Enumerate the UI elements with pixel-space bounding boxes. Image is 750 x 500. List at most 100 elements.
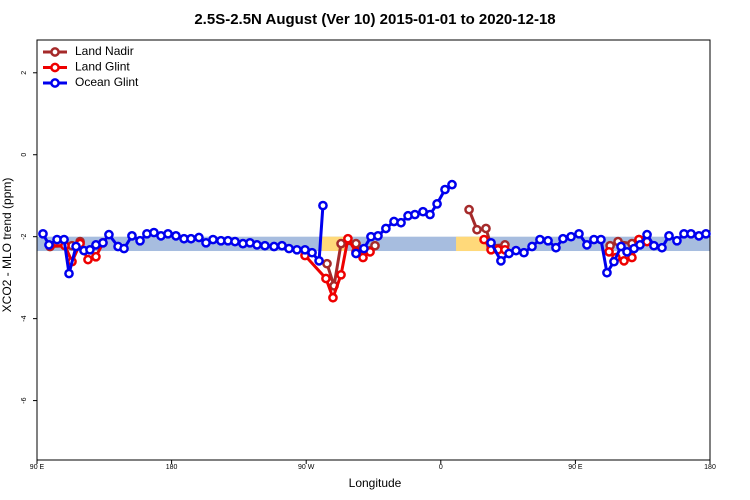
data-point (64, 268, 74, 279)
data-point (127, 231, 137, 241)
data-point (321, 273, 331, 284)
data-point (98, 237, 108, 248)
data-point (527, 241, 537, 252)
data-point (496, 256, 506, 266)
x-tick-label: 0 (439, 464, 443, 471)
data-point (472, 224, 482, 235)
data-point (396, 217, 406, 228)
data-point (104, 229, 114, 240)
data-point (370, 240, 380, 251)
data-point (447, 179, 457, 190)
data-point (566, 231, 576, 242)
data-point (38, 228, 48, 239)
data-point (322, 258, 332, 269)
data-point (657, 242, 667, 253)
data-point (351, 248, 361, 259)
data-point (511, 245, 521, 256)
chart-title: 2.5S-2.5N August (Ver 10) 2015-01-01 to … (194, 11, 555, 28)
data-point (85, 244, 95, 255)
data-point (307, 247, 317, 258)
legend-label: Ocean Glint (75, 75, 139, 89)
data-point (609, 256, 619, 267)
data-point (440, 184, 450, 195)
y-tick-label: 0 (21, 153, 28, 157)
data-point (343, 233, 353, 244)
plot-frame (36, 39, 711, 461)
series-line (41, 183, 707, 277)
data-point (535, 234, 545, 245)
data-point (481, 223, 491, 234)
data-point (163, 228, 173, 239)
data-point (44, 240, 54, 250)
data-point (432, 199, 442, 209)
data-point (119, 243, 129, 254)
data-point (292, 244, 302, 255)
y-tick-label: -2 (21, 233, 28, 239)
data-point (649, 240, 659, 251)
y-tick-label: 2 (21, 71, 28, 75)
data-point (186, 233, 196, 244)
y-axis-label: XCO2 - MLO trend (ppm) (0, 178, 14, 313)
data-point (602, 267, 612, 278)
data-point (336, 269, 346, 280)
data-point (328, 292, 338, 303)
data-point (425, 209, 435, 220)
x-tick-label: 180 (166, 464, 178, 471)
legend-marker (50, 78, 60, 88)
data-point (619, 256, 629, 266)
data-point (464, 204, 474, 215)
data-point (252, 240, 262, 250)
data-point (635, 240, 645, 250)
data-point (171, 231, 181, 241)
data-point (686, 228, 696, 239)
legend-label: Land Glint (75, 60, 130, 74)
data-point (543, 235, 553, 246)
data-point (83, 254, 93, 265)
data-point (672, 235, 682, 246)
data-point (135, 235, 145, 246)
data-point (318, 200, 328, 211)
data-point (410, 209, 420, 220)
data-point (381, 223, 391, 234)
data-point (604, 246, 614, 257)
data-point (582, 240, 592, 250)
data-point (208, 234, 218, 245)
data-point (358, 252, 368, 263)
data-point (642, 229, 652, 240)
land-band (456, 236, 486, 252)
data-point (664, 231, 674, 241)
data-point (359, 243, 369, 254)
data-point (486, 237, 496, 248)
data-point (701, 228, 711, 239)
data-point (574, 228, 584, 239)
data-point (627, 252, 637, 263)
x-tick-label: 180 (704, 464, 716, 471)
data-point (284, 243, 294, 254)
legend-marker (50, 62, 60, 73)
data-point (314, 256, 324, 266)
data-point (230, 236, 240, 247)
data-point (616, 241, 626, 252)
data-point (373, 231, 383, 241)
data-point (71, 241, 81, 252)
data-point (558, 233, 568, 244)
x-axis-label: Longitude (349, 476, 402, 490)
y-tick-label: -4 (21, 315, 28, 321)
x-tick-label: 90 W (298, 464, 315, 471)
y-tick-label: -6 (21, 397, 28, 403)
data-point (59, 234, 69, 245)
legend-label: Land Nadir (75, 44, 134, 58)
data-point (519, 247, 529, 258)
data-point (260, 240, 270, 251)
data-point (91, 251, 101, 262)
data-point (336, 238, 346, 249)
data-point (269, 241, 279, 252)
x-tick-label: 90 E (30, 464, 45, 471)
data-point (596, 234, 606, 245)
legend-marker (50, 47, 60, 57)
x-tick-label: 90 E (568, 464, 583, 471)
data-point (194, 232, 204, 243)
data-point (551, 242, 561, 253)
